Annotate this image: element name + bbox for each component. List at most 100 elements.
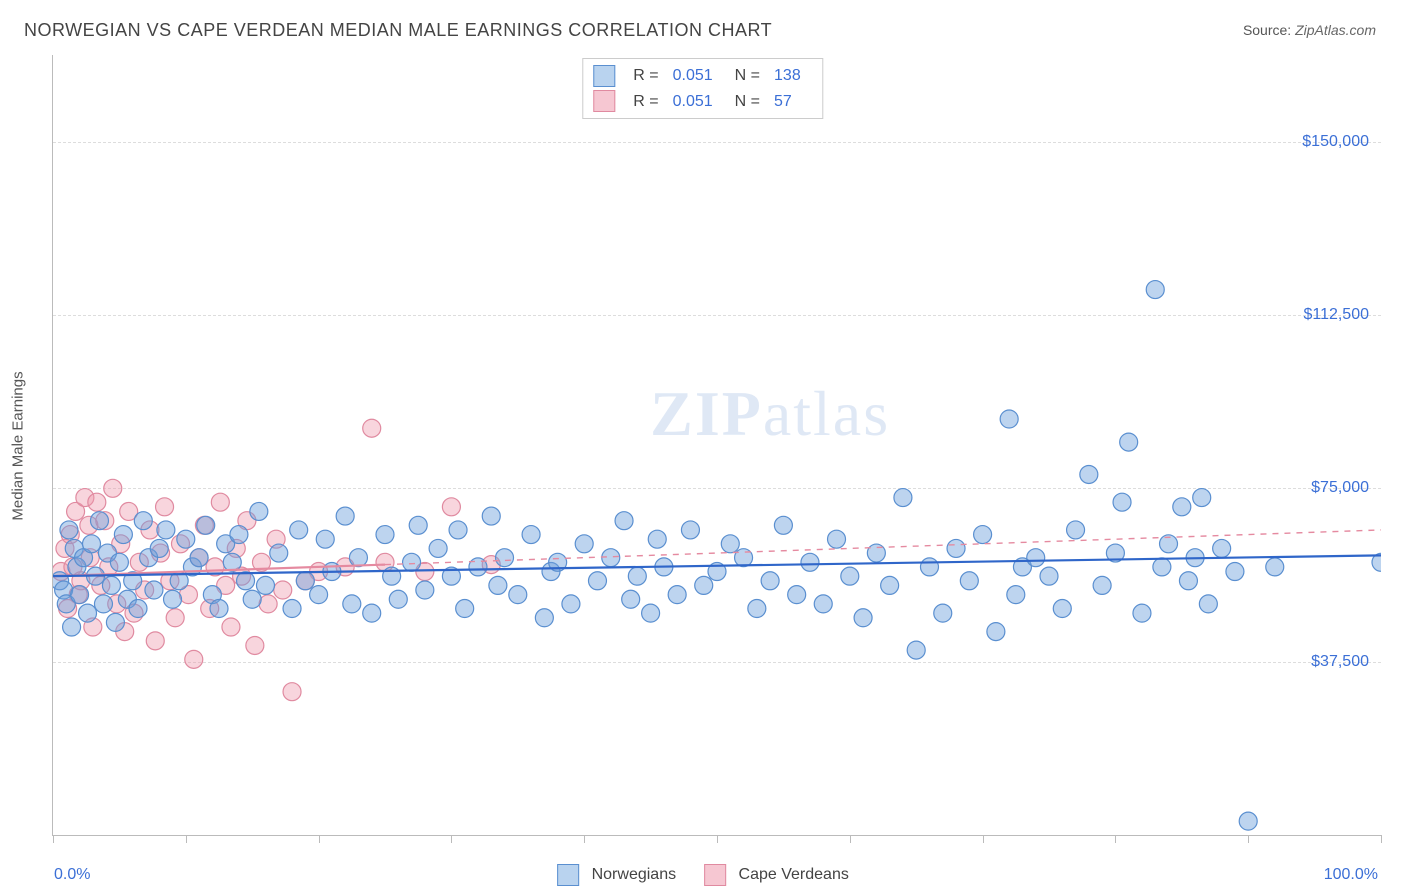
data-point — [449, 521, 467, 539]
n-label: N = — [735, 89, 760, 115]
data-point — [814, 595, 832, 613]
data-point — [1080, 465, 1098, 483]
data-point — [628, 567, 646, 585]
data-point — [748, 600, 766, 618]
series-legend: Norwegians Cape Verdeans — [557, 864, 849, 886]
data-point — [1000, 410, 1018, 428]
data-point — [602, 549, 620, 567]
data-point — [259, 595, 277, 613]
r-value-capeverdeans: 0.051 — [673, 89, 713, 115]
x-tick — [451, 835, 452, 843]
data-point — [1133, 604, 1151, 622]
data-point — [947, 539, 965, 557]
stats-legend: R =0.051 N =138 R =0.051 N =57 — [582, 58, 823, 119]
data-point — [211, 493, 229, 511]
data-point — [522, 526, 540, 544]
data-point — [1040, 567, 1058, 585]
data-point — [774, 516, 792, 534]
data-point — [801, 553, 819, 571]
data-point — [90, 512, 108, 530]
legend-label-norwegians: Norwegians — [592, 866, 676, 883]
data-point — [363, 419, 381, 437]
data-point — [296, 572, 314, 590]
data-point — [854, 609, 872, 627]
data-point — [223, 553, 241, 571]
data-point — [256, 576, 274, 594]
data-point — [349, 549, 367, 567]
data-point — [246, 636, 264, 654]
swatch-capeverdeans-icon — [593, 90, 615, 112]
data-point — [129, 600, 147, 618]
data-point — [156, 498, 174, 516]
data-point — [974, 526, 992, 544]
r-value-norwegians: 0.051 — [673, 63, 713, 89]
data-point — [496, 549, 514, 567]
stats-row-norwegians: R =0.051 N =138 — [593, 63, 812, 89]
data-point — [1146, 281, 1164, 299]
data-point — [376, 526, 394, 544]
data-point — [615, 512, 633, 530]
data-point — [1007, 586, 1025, 604]
data-point — [409, 516, 427, 534]
x-tick — [53, 835, 54, 843]
data-point — [509, 586, 527, 604]
data-point — [1120, 433, 1138, 451]
data-point — [429, 539, 447, 557]
data-point — [250, 502, 268, 520]
r-label: R = — [633, 89, 658, 115]
data-point — [562, 595, 580, 613]
data-point — [177, 530, 195, 548]
data-point — [1239, 812, 1257, 830]
data-point — [114, 526, 132, 544]
data-point — [489, 576, 507, 594]
x-tick — [983, 835, 984, 843]
data-point — [1067, 521, 1085, 539]
n-value-norwegians: 138 — [774, 63, 801, 89]
data-point — [642, 604, 660, 622]
x-tick — [1248, 835, 1249, 843]
data-point — [83, 535, 101, 553]
legend-item-capeverdeans: Cape Verdeans — [704, 864, 849, 886]
x-tick — [186, 835, 187, 843]
data-point — [146, 632, 164, 650]
data-point — [71, 586, 89, 604]
data-point — [695, 576, 713, 594]
data-point — [987, 623, 1005, 641]
data-point — [157, 521, 175, 539]
data-point — [145, 581, 163, 599]
data-point — [456, 600, 474, 618]
data-point — [960, 572, 978, 590]
data-point — [1179, 572, 1197, 590]
data-point — [482, 507, 500, 525]
n-label: N = — [735, 63, 760, 89]
x-tick — [1381, 835, 1382, 843]
data-point — [389, 590, 407, 608]
x-axis-max-label: 100.0% — [1324, 866, 1378, 884]
data-point — [166, 609, 184, 627]
data-point — [588, 572, 606, 590]
data-point — [88, 493, 106, 511]
data-point — [237, 572, 255, 590]
data-point — [270, 544, 288, 562]
data-point — [535, 609, 553, 627]
data-point — [761, 572, 779, 590]
legend-label-capeverdeans: Cape Verdeans — [739, 866, 849, 883]
data-point — [274, 581, 292, 599]
x-tick — [319, 835, 320, 843]
data-point — [788, 586, 806, 604]
x-tick — [584, 835, 585, 843]
plot-svg — [53, 55, 1381, 835]
data-point — [1053, 600, 1071, 618]
data-point — [102, 576, 120, 594]
data-point — [60, 521, 78, 539]
data-point — [106, 613, 124, 631]
source-label: Source: — [1243, 22, 1291, 38]
data-point — [363, 604, 381, 622]
x-axis-min-label: 0.0% — [54, 866, 90, 884]
x-tick — [717, 835, 718, 843]
data-point — [1113, 493, 1131, 511]
data-point — [575, 535, 593, 553]
data-point — [920, 558, 938, 576]
data-point — [841, 567, 859, 585]
swatch-norwegians-icon — [557, 864, 579, 886]
